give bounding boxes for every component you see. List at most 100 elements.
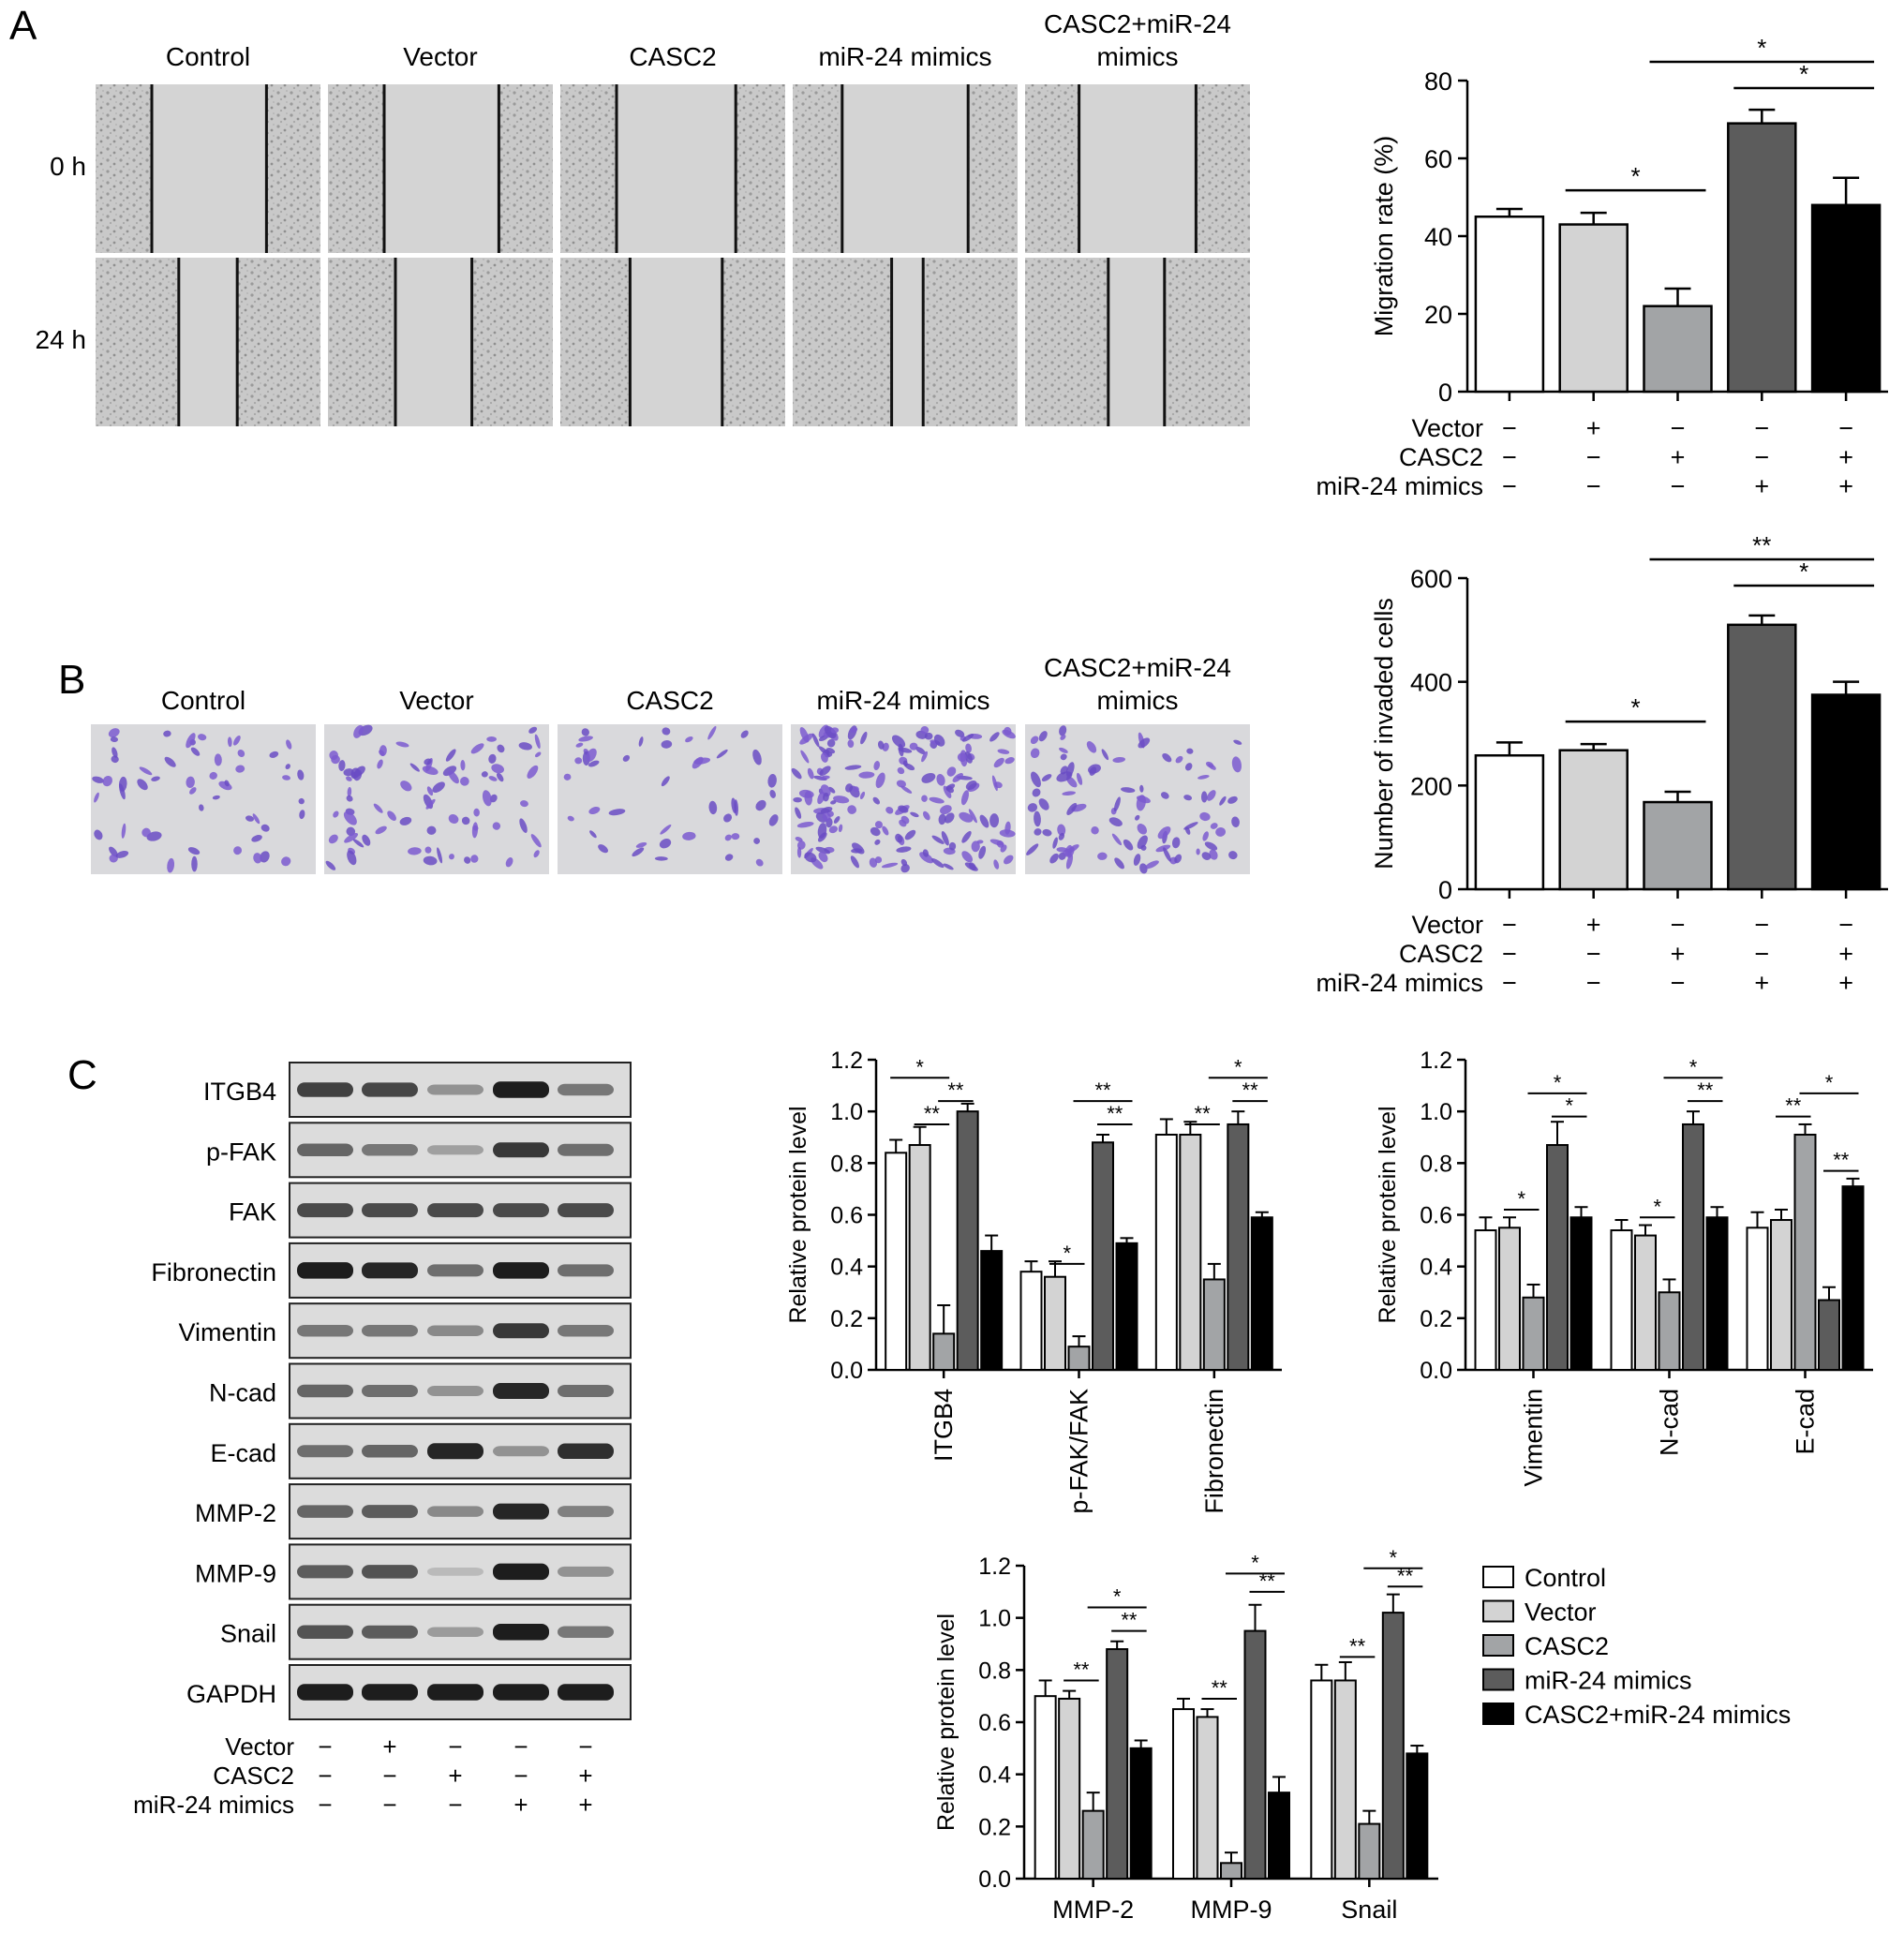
invaded-cell bbox=[632, 847, 645, 857]
invaded-cell bbox=[822, 812, 831, 822]
invaded-cell bbox=[740, 730, 749, 738]
invaded-cell bbox=[823, 792, 829, 802]
blot-label: p-FAK bbox=[206, 1137, 276, 1166]
invaded-cell bbox=[965, 780, 977, 791]
invaded-cell bbox=[408, 847, 422, 855]
invaded-cell bbox=[395, 741, 409, 748]
invaded-cell bbox=[1042, 828, 1052, 837]
treatment-sign: − bbox=[1754, 443, 1769, 471]
invaded-cell bbox=[1041, 774, 1052, 781]
invaded-cell bbox=[895, 833, 903, 843]
western-blot: ITGB4 p-FAK FAK Fibronectin Vimentin N-cad E-c… bbox=[133, 1062, 632, 1819]
invaded-cell bbox=[1201, 852, 1212, 860]
invaded-cell bbox=[979, 814, 989, 828]
invaded-cell bbox=[1030, 736, 1039, 745]
invaded-cell bbox=[685, 736, 693, 743]
invaded-cell bbox=[941, 831, 949, 846]
blot-band bbox=[297, 1625, 353, 1639]
invaded-cell bbox=[1174, 854, 1183, 864]
invaded-cell bbox=[1004, 726, 1012, 736]
blot-band bbox=[558, 1083, 614, 1096]
blot-band bbox=[427, 1386, 483, 1396]
invaded-cell bbox=[1111, 833, 1123, 846]
invaded-cell bbox=[850, 727, 858, 733]
invaded-cell bbox=[1058, 832, 1065, 840]
y-tick-label: 0 bbox=[1438, 379, 1452, 407]
blot-band bbox=[427, 1443, 483, 1460]
invaded-cell bbox=[588, 760, 600, 767]
treatment-label: CASC2 bbox=[1399, 940, 1483, 968]
significance-mark: * bbox=[1653, 1195, 1661, 1218]
invaded-cell bbox=[186, 776, 195, 789]
invaded-cell bbox=[110, 736, 119, 743]
invaded-cell bbox=[470, 743, 484, 754]
invaded-cell bbox=[379, 745, 387, 756]
invaded-cell bbox=[190, 747, 201, 756]
treatment-label: Vector bbox=[1411, 414, 1483, 442]
invaded-cell bbox=[936, 774, 945, 786]
invaded-cell bbox=[198, 734, 207, 741]
y-tick-label: 0.4 bbox=[1420, 1255, 1452, 1281]
time-label: 24 h bbox=[36, 325, 87, 354]
bar-casc2 bbox=[1081, 1809, 1105, 1880]
wound-gap bbox=[1078, 84, 1197, 253]
invaded-cell bbox=[281, 856, 291, 867]
invaded-cell bbox=[622, 754, 631, 762]
invaded-cell bbox=[817, 791, 826, 805]
treatment-sign: − bbox=[1586, 472, 1601, 500]
blot-label: N-cad bbox=[209, 1379, 276, 1407]
invaded-cell bbox=[996, 840, 1004, 848]
invaded-cell bbox=[1066, 844, 1079, 854]
invaded-cell bbox=[708, 800, 718, 815]
x-tick-label: Vimentin bbox=[1520, 1389, 1548, 1487]
y-tick-label: 0.2 bbox=[1420, 1306, 1452, 1332]
invaded-cell bbox=[924, 732, 933, 740]
invaded-cell bbox=[377, 759, 383, 769]
invaded-cell bbox=[1210, 823, 1218, 829]
treatment-sign: + bbox=[1586, 414, 1601, 442]
invaded-cell bbox=[1138, 737, 1151, 749]
invaded-cell bbox=[598, 844, 608, 854]
invaded-cell bbox=[1004, 855, 1014, 865]
invaded-cell bbox=[874, 856, 883, 864]
invaded-cell bbox=[445, 749, 456, 762]
invaded-cell bbox=[328, 834, 338, 844]
invaded-cell bbox=[799, 733, 813, 745]
invaded-cell bbox=[959, 811, 974, 823]
x-tick-label: Snail bbox=[1341, 1896, 1397, 1924]
invaded-cell bbox=[187, 847, 201, 855]
invaded-cell bbox=[111, 755, 119, 764]
invaded-cell bbox=[820, 775, 830, 780]
invaded-cell bbox=[819, 766, 831, 777]
invaded-cell bbox=[461, 816, 470, 825]
bar-casc2-mir-24-mimics bbox=[1129, 1747, 1153, 1881]
x-tick-label: N-cad bbox=[1656, 1389, 1684, 1456]
treatment-sign: − bbox=[1586, 969, 1601, 997]
wound-group-label: mimics bbox=[1096, 42, 1178, 71]
blot-band bbox=[362, 1324, 418, 1337]
invaded-cell bbox=[898, 805, 909, 813]
invaded-cell bbox=[399, 816, 412, 825]
invaded-cell bbox=[1049, 853, 1059, 864]
invaded-cell bbox=[1062, 791, 1076, 796]
invaded-cell bbox=[724, 834, 732, 841]
invaded-cell bbox=[137, 779, 148, 791]
invaded-cell bbox=[1059, 747, 1068, 753]
bar-casc2 bbox=[1220, 1862, 1242, 1881]
bar-casc2-mir-24-mimics bbox=[1406, 1752, 1429, 1881]
invaded-cell bbox=[482, 790, 492, 807]
bar-control bbox=[1474, 1229, 1497, 1372]
invaded-cell bbox=[347, 850, 357, 866]
invaded-cell bbox=[804, 852, 817, 863]
bar-casc2-mir-24-mimics bbox=[1810, 203, 1882, 394]
invaded-cell bbox=[969, 862, 976, 871]
invaded-cell bbox=[227, 736, 232, 748]
invaded-cell bbox=[922, 849, 930, 857]
invaded-cell bbox=[214, 753, 222, 766]
blot-band bbox=[427, 1203, 483, 1218]
invaded-cell bbox=[791, 767, 802, 780]
invaded-cell bbox=[269, 751, 279, 758]
blot-band bbox=[427, 1084, 483, 1095]
treatment-sign: + bbox=[1586, 911, 1601, 939]
treatment-sign: − bbox=[1754, 940, 1769, 968]
